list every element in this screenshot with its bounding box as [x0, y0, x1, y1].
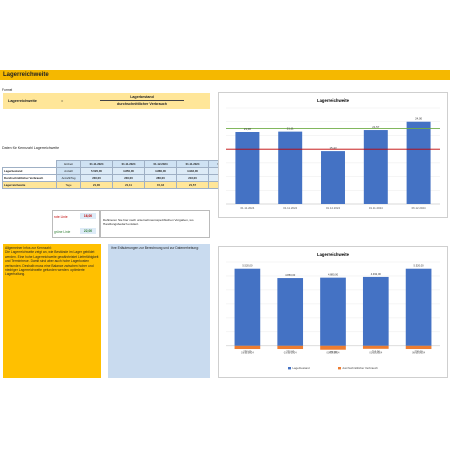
title-bar: [0, 70, 450, 80]
data-label: 24,00: [415, 117, 422, 121]
data-label: 230,00: [243, 350, 251, 354]
x-tick-label: 06.12.2024: [412, 351, 426, 355]
table-header-date: 01.11.2024: [80, 160, 113, 168]
table-cell[interactable]: 15,43: [144, 181, 177, 189]
info-text: Allgemeiner Infos zur Kennzahl: Die Lage…: [5, 246, 99, 277]
formula-equals: =: [61, 99, 64, 103]
data-label: 4.850,00: [285, 273, 296, 277]
legend-label: Lagerbestand: [293, 366, 311, 370]
formel-label: Formel: [2, 88, 13, 92]
formula-denominator: durchschnittlicher Verbrauch: [117, 101, 167, 106]
bar: [277, 278, 304, 346]
legend-swatch: [288, 367, 291, 370]
bar: [277, 345, 304, 350]
bar: [278, 131, 303, 204]
table-header-unit: Einheit: [56, 160, 81, 168]
legend-swatch: [338, 367, 341, 370]
table-header-row: Einheit 01.11.2024 01.11.2024 01.12.2024…: [2, 160, 241, 168]
data-label: 280,00: [329, 350, 337, 354]
table-cell[interactable]: 230,00: [80, 174, 113, 182]
data-label: 230,00: [286, 350, 294, 354]
row-label: Durchschnittlicher Verbrauch: [2, 174, 57, 182]
table-header-date: 01.11.2024: [176, 160, 209, 168]
gruene-linie-value[interactable]: 22,00: [80, 228, 96, 234]
data-label: 21,11: [287, 127, 294, 131]
table-cell[interactable]: 4.850,00: [112, 167, 145, 175]
x-tick-label: 01.11.2024: [241, 351, 254, 355]
rote-linie-label: rote Linie: [54, 215, 68, 219]
x-tick-label: 06.12.2024: [412, 206, 426, 210]
formula-label: Lagerreichweite: [8, 99, 37, 103]
data-heading: Daten für Kennzahl Lagerreichweite: [2, 146, 60, 150]
sheet-title: Lagerreichweite: [3, 72, 49, 78]
limits-box: [52, 210, 100, 238]
chart-reichweite: Lagerreichweite 21,00 21,11 15,43 21,57 24,0…: [226, 98, 440, 210]
formula-numerator: Lagerbestand: [130, 95, 154, 99]
table-cell[interactable]: 21,00: [80, 181, 113, 189]
table-row-result: Lagerreichweite Tage 21,00 21,11 15,43 2…: [2, 181, 241, 189]
bar: [234, 268, 261, 346]
table-row: Lagerbestand Anzahl 5.520,00 4.850,00 4.…: [2, 167, 241, 175]
table-cell[interactable]: 21,11: [112, 181, 145, 189]
bar: [405, 268, 432, 346]
data-label: 5.520,00: [242, 264, 253, 268]
data-label: 4.880,00: [328, 273, 339, 277]
data-table: Einheit 01.11.2024 01.11.2024 01.12.2024…: [2, 160, 241, 189]
x-tick-label: 01.11.2024: [369, 206, 383, 210]
chart-title: Lagerreichweite: [317, 252, 350, 257]
chart-bestand-verbrauch: Lagerreichweite 5.520,00 230,00 4.850,00 23…: [226, 252, 440, 370]
data-label: 230,00: [415, 350, 423, 354]
limits-note: Definieren Sie hier nach unternehmensspe…: [103, 218, 194, 226]
bar: [235, 132, 260, 204]
bar: [406, 121, 431, 204]
limits-note-box: [100, 210, 210, 238]
table-row: Durchschnittlicher Verbrauch Anzahl/Tag …: [2, 174, 241, 182]
table-header-date: 01.11.2024: [112, 160, 145, 168]
data-label: 15,43: [330, 146, 337, 150]
data-label: 4.932,00: [371, 272, 382, 276]
x-tick-label: 01.11.2024: [241, 206, 255, 210]
bar: [320, 277, 346, 346]
bar: [320, 345, 346, 350]
x-tick-label: 01.12.2024: [326, 206, 340, 210]
table-cell[interactable]: 216,00: [176, 174, 209, 182]
table-cell[interactable]: 5.520,00: [80, 167, 113, 175]
x-tick-label: 01.11.2024: [284, 351, 297, 355]
x-tick-label: 01.12.2024: [327, 351, 341, 355]
rote-linie-value[interactable]: 16,00: [80, 213, 96, 219]
data-label: 21,57: [372, 125, 379, 129]
bar: [362, 276, 389, 346]
table-cell[interactable]: 230,00: [112, 174, 145, 182]
data-label: 216,00: [372, 349, 380, 353]
row-unit: Tage: [56, 181, 81, 189]
row-unit: Anzahl: [56, 167, 81, 175]
row-unit: Anzahl/Tag: [56, 174, 81, 182]
bar: [321, 151, 345, 204]
data-label: 5.520,00: [414, 264, 425, 268]
table-cell[interactable]: 21,57: [176, 181, 209, 189]
legend-label: durchschnittlicher Verbrauch: [343, 366, 379, 370]
guide-text: Ihre Erläuterungen zur Berechnung und zu…: [111, 246, 199, 250]
chart-title: Lagerreichweite: [317, 98, 350, 103]
data-label: 21,00: [244, 127, 251, 131]
bar: [363, 130, 388, 204]
table-header-date: 01.12.2024: [144, 160, 177, 168]
formula-box: [3, 93, 210, 109]
formula-fraction-line: [100, 100, 184, 101]
table-cell[interactable]: 4.932,00: [176, 167, 209, 175]
table-cell[interactable]: 280,00: [144, 174, 177, 182]
row-label: Lagerbestand: [2, 167, 57, 175]
bar: [234, 345, 261, 350]
x-tick-label: 01.11.2024: [283, 206, 297, 210]
bar: [405, 345, 432, 350]
info-box: [3, 244, 101, 378]
bar: [362, 345, 389, 349]
gruene-linie-label: grüne Linie: [54, 230, 71, 234]
row-label: Lagerreichweite: [2, 181, 57, 189]
table-cell[interactable]: 4.880,00: [144, 167, 177, 175]
guide-box[interactable]: [108, 244, 210, 378]
x-tick-label: 01.11.2024: [369, 351, 382, 355]
